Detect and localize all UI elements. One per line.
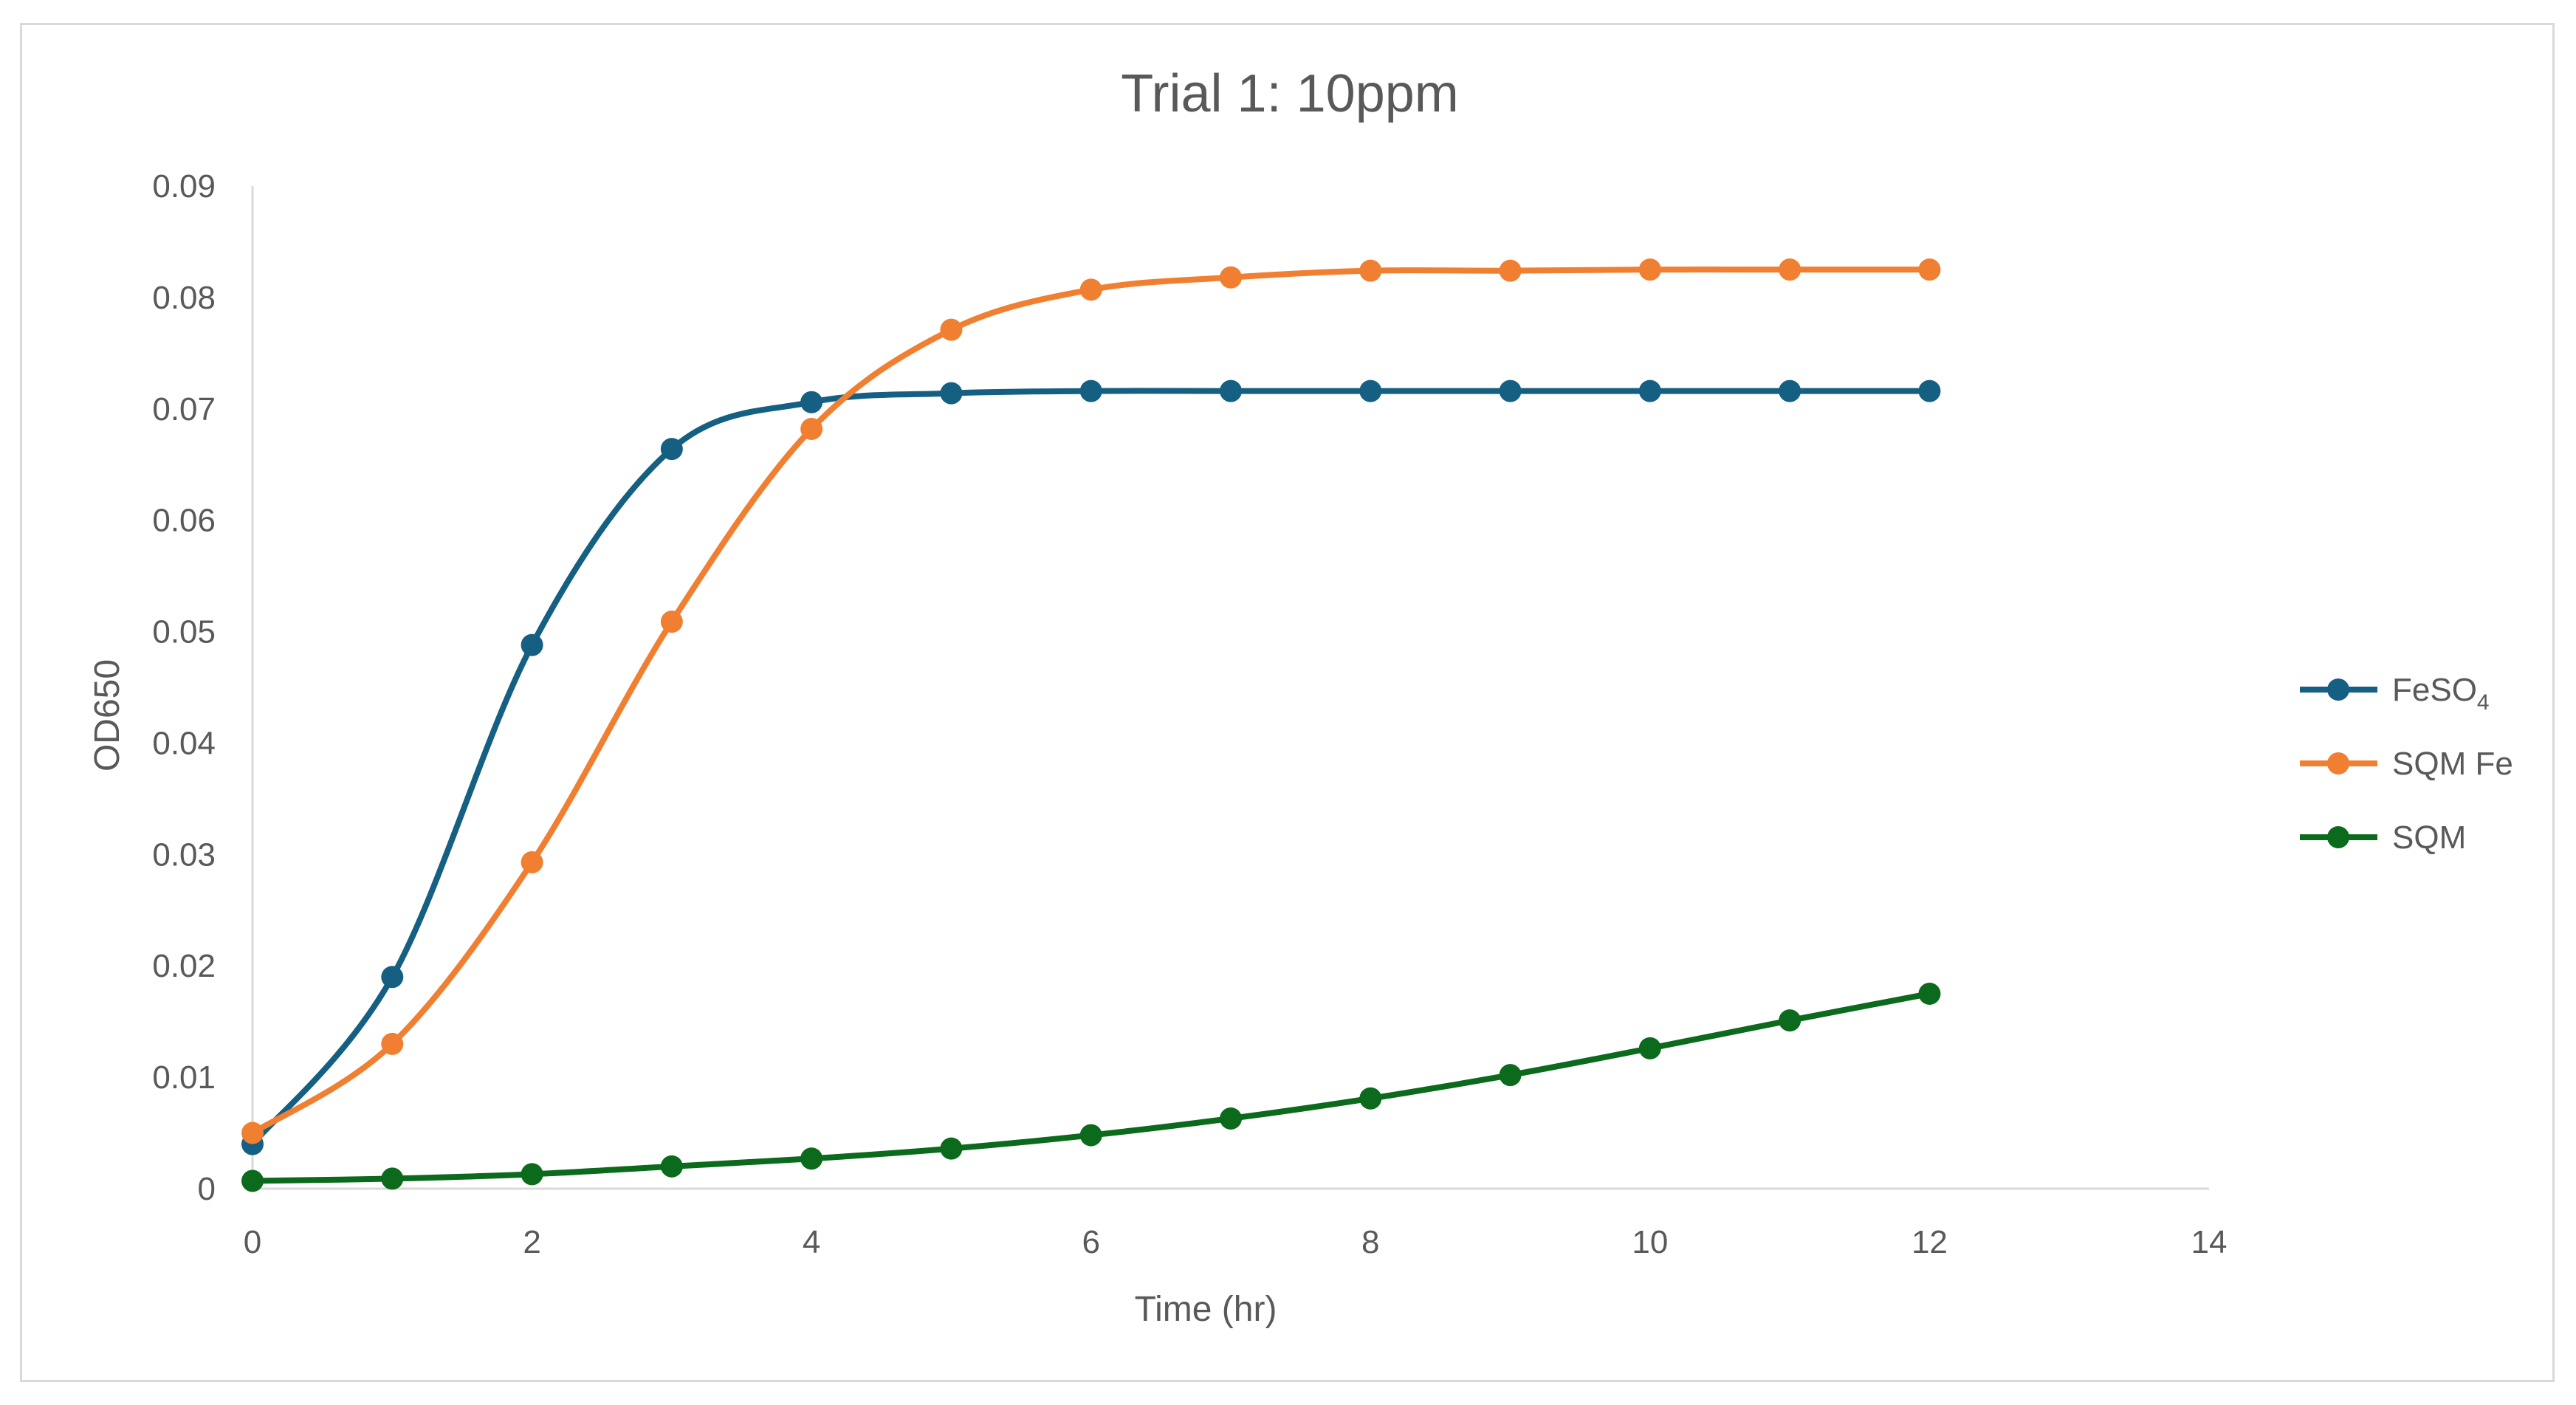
x-axis-title: Time (hr) <box>1135 1290 1277 1329</box>
x-tick-label: 0 <box>244 1224 261 1260</box>
data-point <box>1499 379 1522 402</box>
legend-marker <box>2327 826 2349 848</box>
data-point <box>1779 258 1802 281</box>
data-point <box>1220 379 1242 402</box>
series-line <box>250 388 1933 1147</box>
data-point <box>940 382 963 405</box>
data-point <box>521 851 543 873</box>
data-point <box>381 966 404 989</box>
data-point <box>1918 379 1941 402</box>
legend-label-main: SQM Fe <box>2392 746 2513 782</box>
series-line <box>250 267 1933 1136</box>
y-tick-label: 0.05 <box>152 614 216 650</box>
data-point <box>1918 982 1941 1005</box>
y-tick-label: 0.07 <box>152 391 216 427</box>
series-line <box>250 990 1933 1184</box>
data-point <box>381 1032 404 1055</box>
data-point <box>940 318 963 341</box>
data-point <box>1499 259 1522 282</box>
x-tick-label: 14 <box>2191 1224 2228 1260</box>
data-point <box>660 438 683 461</box>
y-tick-label: 0.02 <box>152 948 216 984</box>
legend-label: SQM <box>2392 820 2466 856</box>
legend-label-subscript: 4 <box>2477 690 2490 715</box>
data-point <box>940 1137 963 1160</box>
chart-frame: Trial 1: 10ppm 0 2 4 6 8 10 12 14 0 0.01 0.02 0.03 0… <box>20 23 2555 1382</box>
legend: FeSO4 SQM Fe SQM <box>2300 672 2513 856</box>
x-tick-label: 6 <box>1082 1224 1099 1260</box>
x-tick-label: 8 <box>1361 1224 1379 1260</box>
data-point <box>800 1147 823 1170</box>
data-point <box>1220 1107 1242 1130</box>
y-tick-label: 0 <box>198 1171 216 1207</box>
legend-item: SQM Fe <box>2300 746 2513 782</box>
legend-item: FeSO4 <box>2300 672 2490 715</box>
data-point <box>1220 266 1242 289</box>
data-point <box>800 417 823 440</box>
data-point <box>241 1169 264 1192</box>
series-sqm-fe <box>241 258 1941 1144</box>
y-tick-label: 0.03 <box>152 837 216 873</box>
legend-label-main: SQM <box>2392 820 2466 856</box>
x-tick-label: 12 <box>1912 1224 1948 1260</box>
y-tick-label: 0.06 <box>152 503 216 539</box>
series-sqm <box>241 982 1941 1192</box>
legend-label-main: FeSO <box>2392 672 2477 708</box>
data-point <box>521 633 543 656</box>
data-point <box>1918 258 1941 281</box>
axes: 0 2 4 6 8 10 12 14 0 0.01 0.02 0.03 0.04 0.05 0.06 0.07… <box>152 168 2227 1260</box>
data-point <box>1359 259 1382 282</box>
data-point <box>660 610 683 633</box>
series-layer <box>241 258 1941 1192</box>
y-axis-title: OD650 <box>88 659 127 772</box>
chart-title: Trial 1: 10ppm <box>1121 64 1459 123</box>
data-point <box>1359 1087 1382 1110</box>
data-point <box>1359 379 1382 402</box>
data-point <box>1079 278 1102 301</box>
data-point <box>1779 1009 1802 1032</box>
y-tick-label: 0.08 <box>152 280 216 316</box>
legend-marker <box>2327 752 2349 774</box>
y-tick-label: 0.09 <box>152 168 216 205</box>
data-point <box>1638 1037 1661 1059</box>
legend-item: SQM <box>2300 820 2466 856</box>
x-tick-label: 10 <box>1632 1224 1668 1260</box>
data-point <box>1079 1124 1102 1147</box>
legend-label: FeSO4 <box>2392 672 2490 715</box>
data-point <box>1499 1064 1522 1087</box>
y-tick-label: 0.04 <box>152 725 216 761</box>
data-point <box>521 1163 543 1186</box>
data-point <box>1638 258 1661 281</box>
data-point <box>800 391 823 413</box>
y-tick-label: 0.01 <box>152 1059 216 1096</box>
line-chart: Trial 1: 10ppm 0 2 4 6 8 10 12 1400.010.020.030… <box>88 64 2513 1329</box>
data-point <box>381 1167 404 1190</box>
data-point <box>1079 379 1102 402</box>
data-point <box>1779 379 1802 402</box>
legend-marker <box>2327 679 2349 701</box>
data-point <box>1638 379 1661 402</box>
x-tick-label: 2 <box>523 1224 540 1260</box>
x-tick-label: 4 <box>803 1224 820 1260</box>
data-point <box>241 1121 264 1144</box>
legend-label: SQM Fe <box>2392 746 2513 782</box>
data-point <box>660 1155 683 1178</box>
series-feso4 <box>241 379 1941 1155</box>
